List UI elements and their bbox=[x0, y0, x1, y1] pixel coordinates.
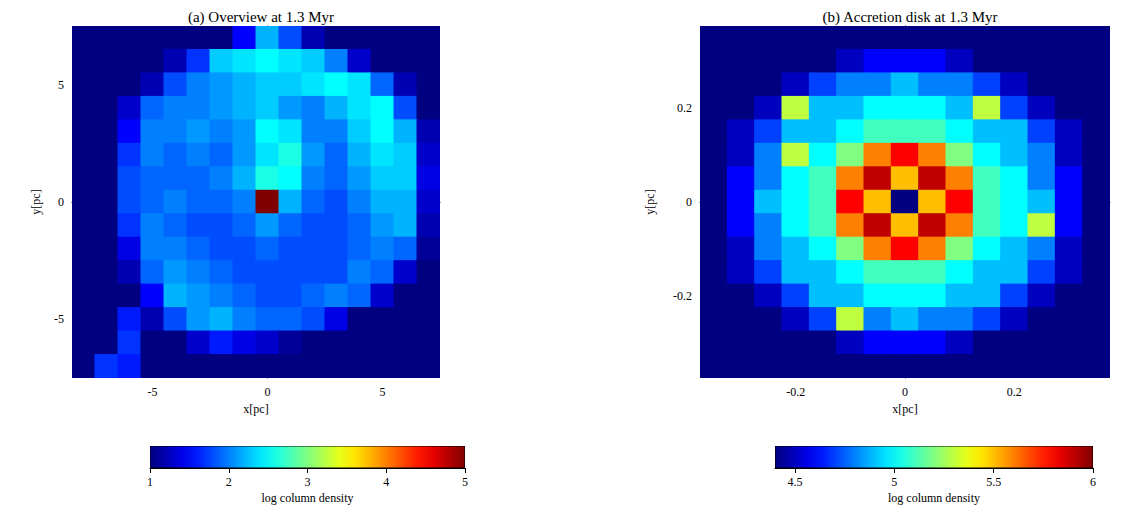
svg-text:-5: -5 bbox=[54, 312, 64, 326]
svg-text:-5: -5 bbox=[148, 385, 158, 399]
svg-text:(b) Accretion disk at 1.3 Myr: (b) Accretion disk at 1.3 Myr bbox=[823, 9, 998, 26]
svg-text:1: 1 bbox=[147, 475, 153, 489]
svg-text:4.5: 4.5 bbox=[787, 475, 802, 489]
svg-text:x[pc]: x[pc] bbox=[243, 402, 268, 416]
svg-text:6: 6 bbox=[1090, 475, 1096, 489]
svg-text:0.2: 0.2 bbox=[1007, 385, 1022, 399]
svg-text:-0.2: -0.2 bbox=[673, 289, 692, 303]
svg-text:0: 0 bbox=[265, 385, 271, 399]
svg-text:5: 5 bbox=[891, 475, 897, 489]
svg-text:y[pc]: y[pc] bbox=[643, 189, 657, 214]
svg-text:0: 0 bbox=[686, 195, 692, 209]
svg-text:y[pc]: y[pc] bbox=[29, 189, 43, 214]
svg-text:2: 2 bbox=[226, 475, 232, 489]
svg-text:0: 0 bbox=[58, 195, 64, 209]
svg-text:5.5: 5.5 bbox=[986, 475, 1001, 489]
svg-text:3: 3 bbox=[305, 475, 311, 489]
svg-text:-0.2: -0.2 bbox=[786, 385, 805, 399]
svg-text:4: 4 bbox=[383, 475, 389, 489]
svg-text:0.2: 0.2 bbox=[677, 101, 692, 115]
svg-text:x[pc]: x[pc] bbox=[892, 402, 917, 416]
svg-text:(a) Overview at 1.3 Myr: (a) Overview at 1.3 Myr bbox=[188, 9, 334, 26]
svg-text:log column density: log column density bbox=[262, 491, 354, 505]
svg-text:5: 5 bbox=[58, 78, 64, 92]
svg-text:5: 5 bbox=[380, 385, 386, 399]
svg-text:0: 0 bbox=[902, 385, 908, 399]
svg-text:log column density: log column density bbox=[888, 491, 980, 505]
svg-text:5: 5 bbox=[462, 475, 468, 489]
